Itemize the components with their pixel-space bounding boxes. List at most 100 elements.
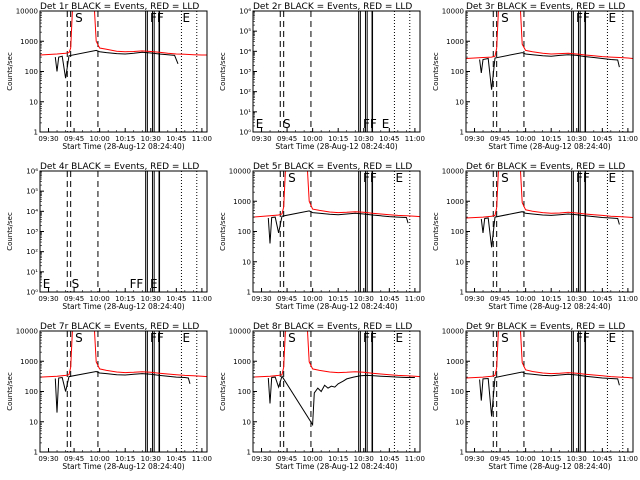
- plot-frame: [39, 330, 208, 453]
- y-tick-label: 10²: [239, 88, 251, 96]
- y-tick-label: 1: [34, 129, 38, 137]
- event-letter: F: [157, 331, 164, 345]
- y-tick-label: 10⁴: [239, 48, 251, 56]
- y-axis-label: Counts/sec: [6, 372, 14, 411]
- x-tick-label: 10:45: [592, 455, 612, 463]
- y-axis-label: Counts/sec: [219, 212, 227, 251]
- y-tick-label: 10⁵: [239, 28, 251, 36]
- y-tick-label: 1000: [20, 358, 38, 366]
- event-letter: S: [501, 171, 509, 185]
- x-tick-label: 09:45: [490, 295, 510, 303]
- events-series-line: [479, 371, 620, 417]
- x-tick-label: 09:30: [464, 455, 484, 463]
- x-tick-label: 10:30: [354, 135, 374, 143]
- event-letter: E: [256, 117, 264, 131]
- panel-title: Det 2r BLACK = Events, RED = LLD: [253, 2, 412, 12]
- panel-det-4r: Det 4r BLACK = Events, RED = LLD 10⁰ 10¹ 10…: [6, 162, 212, 311]
- events-series-line: [267, 374, 415, 427]
- x-tick-label: 10:15: [541, 455, 561, 463]
- x-tick-label: 10:00: [303, 455, 323, 463]
- x-tick-label: 10:15: [115, 135, 135, 143]
- x-tick-label: 10:45: [166, 135, 186, 143]
- y-tick-label: 10⁶: [239, 8, 251, 16]
- y-axis-label: Counts/sec: [6, 212, 14, 251]
- event-letter: S: [72, 277, 80, 291]
- events-series-line: [54, 370, 191, 413]
- x-tick-label: 09:45: [64, 135, 84, 143]
- event-letter: E: [608, 11, 616, 25]
- panel-title: Det 1r BLACK = Events, RED = LLD: [40, 2, 199, 12]
- event-letter: E: [382, 117, 390, 131]
- y-tick-label: 10000: [229, 168, 251, 176]
- x-tick-label: 10:15: [115, 455, 135, 463]
- event-letter: S: [283, 117, 291, 131]
- event-letter: F: [363, 171, 370, 185]
- x-tick-label: 10:45: [166, 455, 186, 463]
- x-axis-label: Start Time (28-Aug-12 08:24:40): [275, 142, 397, 151]
- x-tick-label: 09:45: [64, 295, 84, 303]
- y-tick-label: 10000: [442, 328, 464, 336]
- y-tick-label: 10: [455, 98, 464, 106]
- x-axis-label: Start Time (28-Aug-12 08:24:40): [275, 462, 397, 471]
- lld-series-line: [466, 171, 633, 219]
- x-tick-label: 10:15: [115, 295, 135, 303]
- event-letter: S: [288, 331, 296, 345]
- y-tick-label: 10²: [26, 248, 38, 256]
- y-tick-label: 1000: [446, 38, 464, 46]
- lld-series-line: [466, 11, 633, 59]
- x-tick-label: 10:30: [567, 455, 587, 463]
- y-tick-label: 10000: [16, 328, 38, 336]
- x-tick-label: 09:45: [277, 135, 297, 143]
- x-tick-label: 11:00: [405, 295, 425, 303]
- event-letter: E: [608, 331, 616, 345]
- x-tick-label: 10:00: [90, 135, 110, 143]
- panel-det-2r: Det 2r BLACK = Events, RED = LLD 10⁰ 10¹ 10…: [219, 2, 425, 151]
- plot-frame: [465, 330, 634, 453]
- event-letter: S: [75, 11, 83, 25]
- x-tick-label: 10:00: [516, 455, 536, 463]
- x-tick-label: 11:00: [192, 455, 212, 463]
- x-tick-label: 09:30: [251, 135, 271, 143]
- lld-series-line: [40, 11, 207, 56]
- y-axis-label: Counts/sec: [219, 372, 227, 411]
- y-tick-label: 1: [247, 289, 251, 297]
- event-letter: F: [363, 117, 370, 131]
- event-letter: S: [501, 331, 509, 345]
- x-tick-label: 09:30: [464, 295, 484, 303]
- event-letter: E: [395, 171, 403, 185]
- y-tick-label: 1000: [20, 38, 38, 46]
- y-tick-label: 10: [242, 418, 251, 426]
- plot-frame: [465, 10, 634, 133]
- event-letter: F: [576, 171, 583, 185]
- y-axis-label: Counts/sec: [6, 52, 14, 91]
- x-tick-label: 11:00: [618, 295, 638, 303]
- x-tick-label: 10:15: [328, 135, 348, 143]
- y-tick-label: 100: [451, 388, 464, 396]
- y-tick-label: 1: [460, 289, 464, 297]
- event-letter: F: [370, 171, 377, 185]
- x-tick-label: 10:15: [541, 135, 561, 143]
- y-tick-label: 100: [238, 228, 251, 236]
- event-letter: F: [370, 117, 377, 131]
- x-tick-label: 09:30: [38, 295, 58, 303]
- y-tick-label: 10⁵: [26, 188, 38, 196]
- panel-det-3r: Det 3r BLACK = Events, RED = LLD 1 10 100 10…: [432, 2, 638, 151]
- x-tick-label: 10:45: [379, 295, 399, 303]
- y-tick-label: 10: [455, 418, 464, 426]
- y-tick-label: 100: [25, 388, 38, 396]
- panel-det-9r: Det 9r BLACK = Events, RED = LLD 1 10 100 10…: [432, 322, 638, 471]
- event-letter: S: [75, 331, 83, 345]
- event-letter: S: [501, 11, 509, 25]
- y-tick-label: 10000: [16, 8, 38, 16]
- y-tick-label: 10000: [442, 8, 464, 16]
- x-tick-label: 10:30: [354, 455, 374, 463]
- panel-title: Det 4r BLACK = Events, RED = LLD: [40, 162, 199, 172]
- x-tick-label: 09:30: [464, 135, 484, 143]
- panel-det-5r: Det 5r BLACK = Events, RED = LLD 1 10 100 10…: [219, 162, 425, 311]
- y-tick-label: 10⁴: [26, 208, 38, 216]
- event-letter: F: [363, 331, 370, 345]
- events-series-line: [479, 52, 620, 90]
- y-tick-label: 10³: [239, 68, 251, 76]
- event-letter: F: [583, 11, 590, 25]
- plot-frame: [252, 330, 421, 453]
